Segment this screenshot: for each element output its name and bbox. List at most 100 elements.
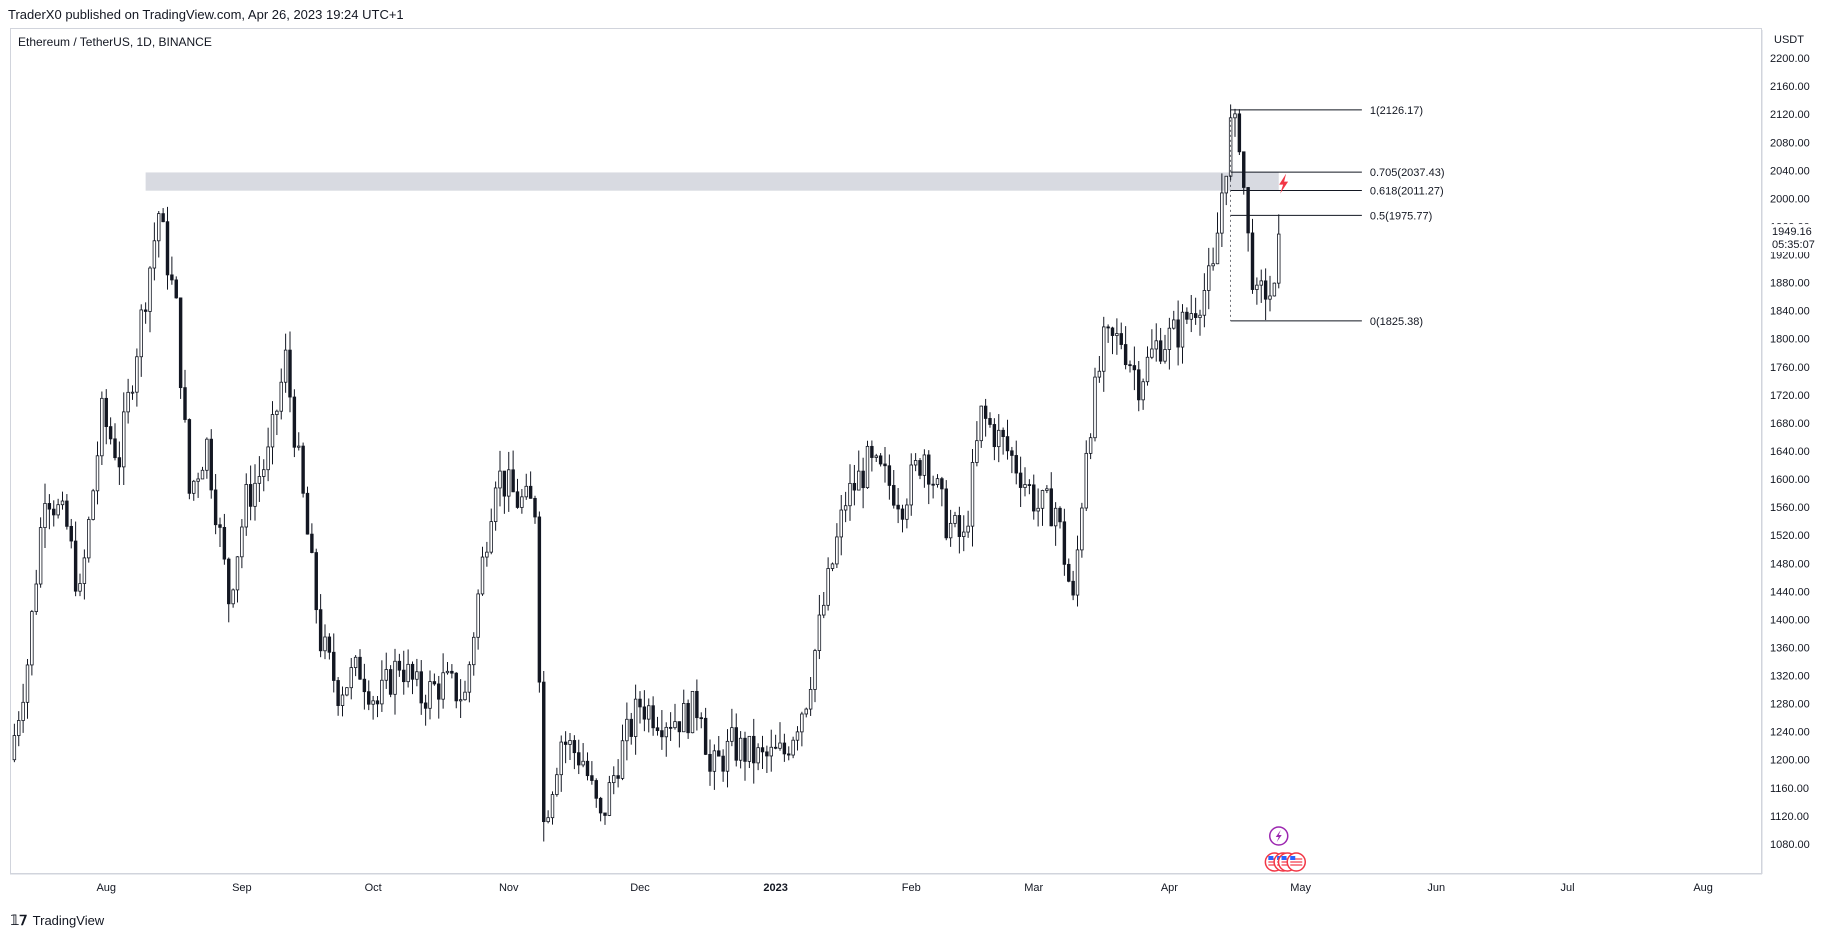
candle xyxy=(738,731,743,769)
candle xyxy=(1220,173,1224,247)
candle-body xyxy=(34,583,38,612)
candle xyxy=(537,511,542,693)
candle xyxy=(520,489,524,514)
candle-body xyxy=(454,672,458,702)
candle-body xyxy=(1246,187,1250,234)
candle-body xyxy=(292,396,297,448)
candle xyxy=(1123,326,1128,370)
candle xyxy=(1154,323,1158,362)
candle-body xyxy=(563,741,568,745)
candle xyxy=(65,494,69,530)
candle-body xyxy=(1053,507,1058,527)
candle xyxy=(270,401,275,465)
candle-body xyxy=(944,488,948,539)
candle xyxy=(187,418,192,500)
candle-body xyxy=(870,445,874,458)
candle xyxy=(822,592,826,619)
candle-body xyxy=(970,462,975,527)
candle-body xyxy=(402,669,406,683)
candle-body xyxy=(800,713,804,733)
symbol-title: Ethereum / TetherUS, 1D, BINANCE xyxy=(18,35,212,49)
candle-body xyxy=(384,669,388,681)
candle-body xyxy=(913,460,918,466)
candle-body xyxy=(380,679,384,705)
y-tick-label: 1480.00 xyxy=(1770,558,1810,570)
candle-body xyxy=(756,747,760,764)
candle-body xyxy=(1154,340,1158,350)
candle-body xyxy=(568,740,572,745)
candle xyxy=(402,650,406,695)
candle xyxy=(1005,419,1010,460)
candle xyxy=(931,475,935,499)
candle xyxy=(1211,247,1215,271)
candle xyxy=(397,653,402,677)
y-tick-label: 1840.00 xyxy=(1770,306,1810,318)
candle-body xyxy=(747,735,752,762)
candle xyxy=(1115,318,1119,355)
candle-body xyxy=(935,478,940,486)
candle xyxy=(1150,329,1154,360)
candle xyxy=(1224,175,1228,206)
candle-body xyxy=(1097,370,1102,378)
candle-body xyxy=(528,485,533,499)
candle xyxy=(1045,485,1049,494)
candle xyxy=(288,331,292,413)
candle xyxy=(765,745,769,774)
candle xyxy=(196,472,200,498)
candle xyxy=(1106,324,1110,343)
candle xyxy=(664,722,668,757)
footer-brand[interactable]: 𝟙𝟩 TradingView xyxy=(10,912,104,929)
candle xyxy=(108,417,113,445)
candle xyxy=(1102,316,1106,392)
candle xyxy=(73,521,78,597)
candle xyxy=(1023,467,1027,497)
candle-body xyxy=(362,678,367,693)
candle xyxy=(227,557,231,623)
candle-body xyxy=(178,297,183,389)
candle xyxy=(78,573,82,597)
y-tick-label: 1440.00 xyxy=(1770,586,1810,598)
candle xyxy=(1088,433,1093,460)
candle-body xyxy=(730,727,734,742)
candle xyxy=(594,778,598,808)
candle xyxy=(178,297,183,399)
candle-body xyxy=(472,636,476,666)
candle-body xyxy=(892,485,896,506)
candle xyxy=(870,440,874,472)
x-tick-label: Nov xyxy=(499,882,519,894)
candle-body xyxy=(69,525,73,542)
candle-body xyxy=(537,516,542,683)
candle xyxy=(603,812,607,825)
candle xyxy=(677,721,682,748)
candle-body xyxy=(476,593,480,638)
candle-body xyxy=(830,563,835,569)
candle xyxy=(515,478,520,509)
candle xyxy=(283,333,288,393)
candle xyxy=(1128,360,1132,373)
footer-brand-label: TradingView xyxy=(32,913,105,928)
candle xyxy=(979,405,983,448)
candle-body xyxy=(196,478,200,482)
candle xyxy=(905,498,909,529)
candle-body xyxy=(17,720,21,736)
candle xyxy=(1242,151,1246,195)
candle xyxy=(1040,489,1045,526)
candle-body xyxy=(122,411,126,468)
candle-body xyxy=(419,671,423,704)
candle xyxy=(682,689,686,733)
candle xyxy=(52,500,56,527)
candle xyxy=(143,302,148,324)
candle-body xyxy=(305,492,310,535)
candle-body xyxy=(673,721,677,729)
fib-level-label: 0.5(1975.77) xyxy=(1370,210,1432,222)
candle xyxy=(235,556,240,603)
candle xyxy=(1185,307,1189,325)
candle xyxy=(323,624,327,660)
candle xyxy=(835,523,839,569)
candle xyxy=(935,474,940,488)
candle-body xyxy=(883,463,887,467)
candle xyxy=(25,658,30,719)
candle-body xyxy=(1093,376,1097,439)
candle xyxy=(1176,300,1180,366)
